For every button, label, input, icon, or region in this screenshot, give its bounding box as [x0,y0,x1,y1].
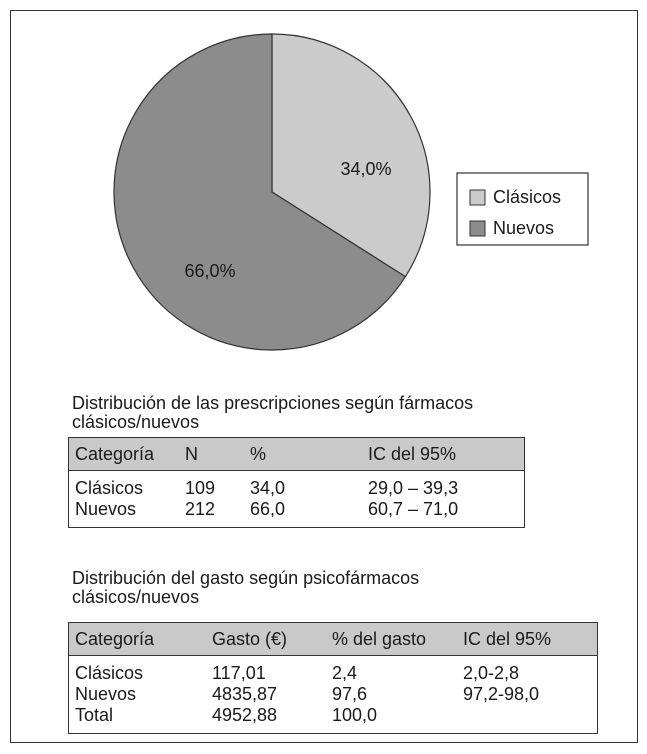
header-cell: Categoría [68,622,206,656]
data-table: Categoría N% IC del 95% Clásicos 109 34,0 29,0… [68,437,525,528]
table-cell: 60,7 – 71,0 [368,499,459,519]
header-cell: Gasto (€) [206,622,326,656]
header-cell: IC del 95% [457,622,598,656]
legend: Clásicos Nuevos [456,172,589,246]
table-cell: 117,01 [212,663,266,683]
table-row: Nuevos 212 66,0 60,7 – 71,0 [69,499,525,528]
table-cell: 66,0 [250,499,286,519]
table-cell: 2,4 [332,663,358,683]
table-row: Clásicos 109 34,0 29,0 – 39,3 [69,471,525,500]
table-cell: 29,0 – 39,3 [368,478,459,498]
table-cell: 97,2-98,0 [463,684,540,704]
table-title: Distribución de las prescripciones según… [72,393,474,432]
header-cell: % del gasto [326,622,457,656]
header-cell: IC del 95% [362,437,525,471]
table-cell: 34,0 [250,478,286,498]
legend-swatch [469,220,486,237]
table-cell: 97,6 [332,684,368,704]
header-cell: % [244,437,362,471]
table-cell: Clásicos [75,663,144,683]
table-row: Clásicos 117,01 2,4 2,0-2,8 [69,656,598,685]
legend-label: Nuevos [493,218,554,238]
table-cell: 100,0 [332,705,378,725]
legend-label: Clásicos [493,187,561,207]
frame [10,10,638,743]
slice-label: 34,0% [340,159,391,179]
table-cell: Nuevos [75,499,137,519]
table-cell [457,705,598,734]
pie-chart: 34,0% 66,0% Clásicos Nuevos [113,33,589,351]
table-row: Total 4952,88 100,0 [69,705,598,734]
header-row: Categoría Gasto (€)% del gasto IC del 95% [68,622,598,656]
table-cell: 2,0-2,8 [463,663,520,683]
table-cell: Nuevos [75,684,137,704]
table-cell: 4952,88 [212,705,278,725]
data-table: Categoría Gasto (€)% del gasto IC del 95% C… [68,622,598,734]
table-title: Distribución del gasto según psicofármac… [72,568,420,607]
table-cell: 4835,87 [212,684,278,704]
slice-label: 66,0% [184,261,235,281]
header-cell: Categoría [68,437,179,471]
table-cell: 212 [185,499,216,519]
table-row: Nuevos 4835,87 97,6 97,2-98,0 [69,684,598,705]
table-cell: 109 [185,478,216,498]
legend-swatch [469,189,486,206]
table-cell: Total [75,705,114,725]
header-row: Categoría N% IC del 95% [68,437,525,471]
pie-slice [113,33,407,351]
header-cell: N [179,437,244,471]
pie-slice [271,33,431,278]
table-cell: Clásicos [75,478,144,498]
